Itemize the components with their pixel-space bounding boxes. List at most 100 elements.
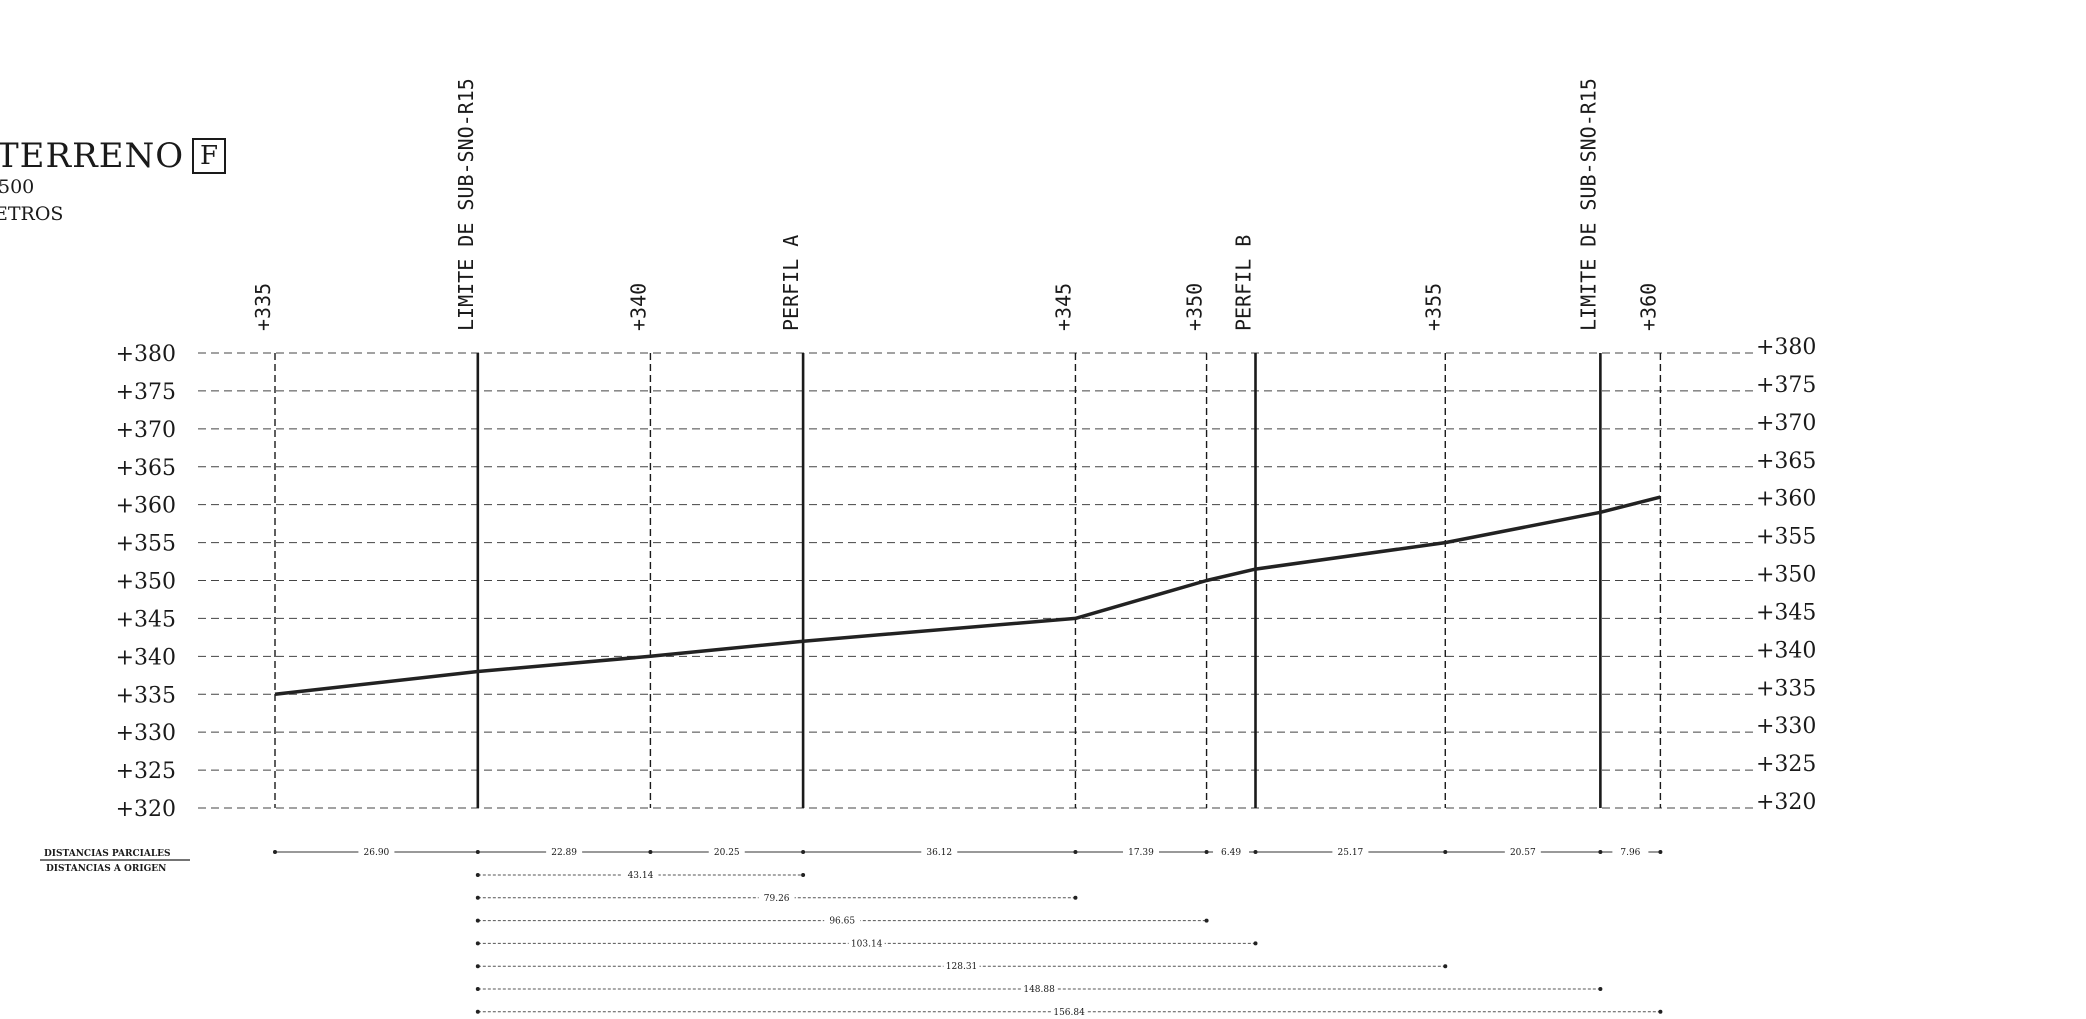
station-label: +345: [1051, 283, 1075, 331]
dimension-tick: [475, 987, 480, 991]
origin-distance-label: 96.65: [829, 917, 855, 927]
dimension-tick: [1204, 850, 1209, 854]
label-backing: [758, 891, 795, 903]
origin-distance-label: 43.14: [628, 871, 654, 881]
label-backing: [1332, 846, 1369, 857]
y-tick-label-right: +335: [1756, 676, 1816, 701]
station-label: LIMITE DE SUB-SNO-R15: [454, 78, 478, 331]
y-tick-label-left: +380: [116, 342, 176, 367]
origin-distance-label: 128.31: [946, 962, 978, 972]
dimension-tick: [1073, 895, 1078, 900]
dimension-tick: [1658, 850, 1663, 854]
y-tick-label-left: +350: [116, 570, 176, 595]
dimension-tick: [1598, 850, 1603, 854]
y-tick-label-right: +355: [1756, 525, 1816, 550]
label-backing: [1123, 846, 1160, 857]
dimension-tick: [1253, 941, 1258, 946]
partial-distance-label: 17.39: [1128, 848, 1154, 858]
dimension-tick: [273, 850, 277, 854]
y-tick-label-left: +360: [116, 494, 176, 519]
dimension-tick: [475, 895, 480, 900]
partial-distance-label: 26.90: [364, 848, 390, 858]
y-tick-label-right: +360: [1756, 487, 1816, 512]
y-tick-label-right: +380: [1756, 335, 1816, 360]
label-backing: [1021, 983, 1058, 994]
dimension-tick: [1073, 850, 1078, 854]
dimension-tick: [1598, 987, 1603, 991]
y-tick-label-right: +345: [1756, 600, 1816, 625]
label-backing: [1612, 846, 1649, 857]
partial-distance-label: 25.17: [1338, 848, 1364, 858]
label-backing: [1504, 846, 1541, 857]
dimension-tick: [1253, 850, 1258, 854]
partial-distance-label: 6.49: [1221, 848, 1241, 858]
label-backing: [622, 869, 659, 880]
origin-distance-label: 79.26: [764, 894, 790, 904]
y-tick-label-left: +320: [116, 797, 176, 822]
scale-text: 500: [0, 176, 35, 198]
y-tick-label-right: +350: [1756, 563, 1816, 588]
station-label: LIMITE DE SUB-SNO-R15: [1576, 78, 1600, 331]
dimension-tick: [475, 1009, 480, 1014]
y-tick-label-right: +330: [1756, 714, 1816, 739]
partial-distance-label: 7.96: [1620, 848, 1640, 858]
legend-origin-distances: DISTANCIAS A ORIGEN: [46, 864, 166, 874]
dimension-tick: [1443, 850, 1448, 854]
y-tick-label-right: +370: [1756, 411, 1816, 436]
station-label: +355: [1421, 283, 1445, 331]
station-label: +340: [626, 283, 650, 331]
y-tick-label-right: +365: [1756, 449, 1816, 474]
y-tick-label-right: +325: [1756, 752, 1816, 777]
y-tick-label-left: +365: [116, 456, 176, 481]
units-text: ETROS: [0, 203, 64, 225]
y-tick-label-left: +340: [116, 645, 176, 670]
origin-distance-label: 103.14: [851, 939, 883, 949]
profile-title: TERRENO: [0, 136, 185, 176]
label-backing: [824, 914, 861, 926]
dimension-tick: [801, 850, 806, 854]
dimension-tick: [801, 873, 806, 877]
y-tick-label-left: +370: [116, 418, 176, 443]
partial-distance-label: 22.89: [551, 848, 577, 858]
label-backing: [848, 937, 885, 949]
label-backing: [943, 960, 980, 972]
dimension-tick: [1658, 1009, 1663, 1014]
station-label: PERFIL A: [779, 235, 803, 331]
legend-partial-distances: DISTANCIAS PARCIALES: [44, 849, 171, 859]
terrain-profile-line: [274, 495, 1661, 697]
station-label: +335: [251, 283, 275, 331]
y-tick-label-right: +375: [1756, 373, 1816, 398]
dimension-tick: [475, 873, 480, 877]
origin-distance-label: 148.88: [1023, 985, 1055, 995]
partial-distance-label: 36.12: [926, 848, 952, 858]
station-label: +360: [1636, 283, 1660, 331]
label-backing: [1213, 846, 1250, 857]
y-tick-label-left: +345: [116, 607, 176, 632]
dimension-tick: [475, 918, 480, 923]
station-label: +350: [1183, 283, 1207, 331]
sheet-letter-box: F: [192, 138, 226, 174]
y-tick-label-right: +320: [1756, 790, 1816, 815]
label-backing: [921, 846, 958, 857]
dimension-tick: [475, 941, 480, 946]
station-label: PERFIL B: [1232, 235, 1256, 331]
partial-distance-label: 20.57: [1510, 848, 1536, 858]
y-tick-label-left: +325: [116, 759, 176, 784]
origin-distance-label: 156.84: [1053, 1008, 1085, 1018]
label-backing: [1051, 1005, 1088, 1017]
dimension-tick: [475, 964, 480, 969]
y-tick-label-left: +330: [116, 721, 176, 746]
y-tick-label-left: +335: [116, 683, 176, 708]
label-backing: [546, 846, 583, 857]
dimension-tick: [1204, 918, 1209, 923]
dimension-tick: [475, 850, 480, 854]
y-tick-label-left: +375: [116, 380, 176, 405]
dimension-tick: [648, 850, 653, 854]
y-tick-label-right: +340: [1756, 638, 1816, 663]
y-tick-label-left: +355: [116, 532, 176, 557]
label-backing: [358, 846, 395, 857]
partial-distance-label: 20.25: [714, 848, 740, 858]
label-backing: [708, 846, 745, 857]
dimension-tick: [1443, 964, 1448, 969]
